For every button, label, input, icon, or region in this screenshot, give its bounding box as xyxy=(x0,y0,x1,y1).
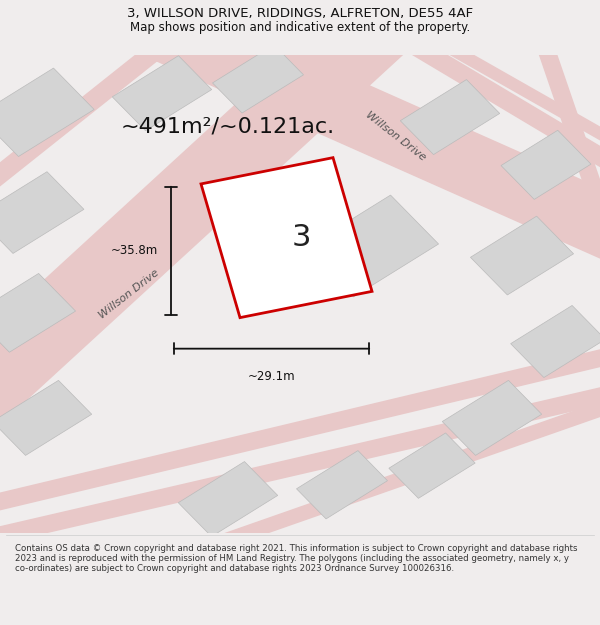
Polygon shape xyxy=(112,56,212,131)
Text: 3: 3 xyxy=(292,223,311,252)
Polygon shape xyxy=(389,433,475,498)
Polygon shape xyxy=(0,343,600,517)
Text: Contains OS data © Crown copyright and database right 2021. This information is : Contains OS data © Crown copyright and d… xyxy=(15,544,577,573)
Polygon shape xyxy=(442,381,542,456)
Polygon shape xyxy=(201,158,372,318)
Text: Map shows position and indicative extent of the property.: Map shows position and indicative extent… xyxy=(130,21,470,34)
Polygon shape xyxy=(0,274,76,352)
Polygon shape xyxy=(0,381,92,456)
Polygon shape xyxy=(176,392,600,563)
Polygon shape xyxy=(0,381,600,550)
Polygon shape xyxy=(400,79,500,154)
Text: ~35.8m: ~35.8m xyxy=(110,244,158,258)
Text: ~29.1m: ~29.1m xyxy=(248,370,295,383)
Polygon shape xyxy=(416,26,600,155)
Polygon shape xyxy=(0,172,84,253)
Polygon shape xyxy=(212,45,304,113)
Polygon shape xyxy=(0,9,404,450)
Text: ~491m²/~0.121ac.: ~491m²/~0.121ac. xyxy=(121,117,335,137)
Polygon shape xyxy=(383,24,600,181)
Polygon shape xyxy=(532,29,600,296)
Polygon shape xyxy=(149,4,600,264)
Polygon shape xyxy=(511,306,600,378)
Text: 3, WILLSON DRIVE, RIDDINGS, ALFRETON, DE55 4AF: 3, WILLSON DRIVE, RIDDINGS, ALFRETON, DE… xyxy=(127,8,473,21)
Polygon shape xyxy=(470,216,574,295)
Polygon shape xyxy=(178,462,278,537)
Text: Willson Drive: Willson Drive xyxy=(97,268,161,320)
Polygon shape xyxy=(296,451,388,519)
Text: Willson Drive: Willson Drive xyxy=(364,109,428,162)
Polygon shape xyxy=(0,25,188,204)
Polygon shape xyxy=(501,130,591,199)
Polygon shape xyxy=(0,68,94,156)
Polygon shape xyxy=(305,195,439,297)
